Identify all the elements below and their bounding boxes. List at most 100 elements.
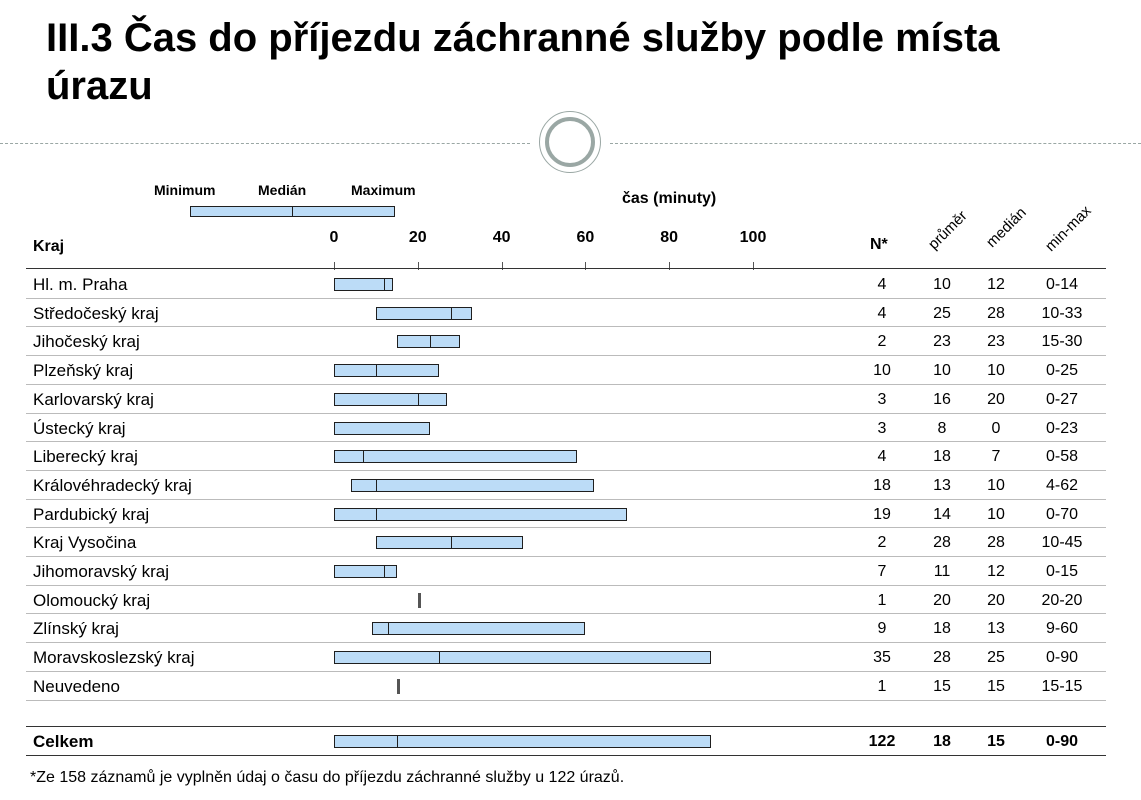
cell-n: 4 [877, 448, 887, 466]
cell-mean: 13 [933, 476, 951, 494]
row-divider [26, 355, 1106, 357]
cell-median: 20 [987, 390, 1005, 408]
row-label: Liberecký kraj [33, 447, 138, 467]
column-header-range: min-max [1041, 202, 1095, 255]
row-divider [26, 699, 1106, 701]
cell-n: 4 [877, 276, 887, 293]
cell-median: 10 [987, 476, 1005, 494]
column-header-n: N* [870, 236, 888, 253]
range-bar [375, 536, 523, 550]
row-label: Neuvedeno [33, 676, 120, 696]
range-bar [334, 507, 628, 521]
median-mark [430, 335, 432, 349]
cell-n: 35 [873, 649, 891, 667]
range-bar [396, 678, 400, 694]
cell-median: 12 [987, 563, 1005, 580]
range-bar [334, 392, 448, 406]
cell-range: 0-15 [1045, 563, 1079, 580]
footnote: *Ze 158 záznamů je vyplněn údaj o času d… [30, 769, 625, 786]
x-tick-label: 100 [739, 229, 767, 246]
cell-mean: 10 [933, 362, 951, 380]
divider-left [0, 143, 530, 144]
range-bar [334, 565, 397, 578]
cell-mean: 20 [933, 591, 951, 609]
cell-median: 25 [987, 649, 1005, 667]
cell-mean: 14 [933, 505, 951, 523]
row-divider [26, 556, 1106, 557]
row-divider [26, 754, 1106, 756]
median-mark [396, 735, 398, 749]
row-label: Středočeský kraj [33, 303, 159, 323]
range-bar [375, 306, 473, 320]
row-label: Jihočeský kraj [33, 332, 140, 352]
cell-n: 122 [868, 733, 896, 751]
divider-right [610, 143, 1141, 144]
cell-mean: 16 [933, 390, 951, 408]
cell-median: 28 [987, 534, 1005, 552]
cell-mean: 15 [933, 677, 951, 695]
row-divider [26, 613, 1106, 615]
median-mark [334, 421, 335, 435]
total-separator [26, 726, 1106, 728]
column-header-kraj: Kraj [33, 238, 65, 255]
legend-median-label: Medián [258, 182, 307, 198]
total-row-label: Celkem [33, 732, 94, 752]
row-divider [26, 297, 1106, 299]
row-divider [26, 441, 1106, 443]
row-label: Jihomoravský kraj [33, 562, 170, 581]
cell-mean: 28 [933, 649, 951, 667]
cell-n: 2 [877, 333, 887, 351]
cell-n: 1 [877, 677, 887, 695]
row-label: Hl. m. Praha [33, 275, 128, 294]
cell-n: 19 [873, 505, 891, 523]
row-label: Karlovarský kraj [33, 389, 154, 409]
x-tick-label: 60 [576, 229, 595, 246]
cell-median: 0 [991, 419, 1001, 437]
column-header-mean: průměr [924, 207, 971, 253]
cell-n: 1 [877, 591, 887, 609]
cell-n: 3 [877, 390, 887, 408]
range-bar [334, 278, 393, 291]
row-label: Pardubický kraj [33, 504, 150, 524]
row-label: Kraj Vysočina [33, 533, 137, 553]
x-tick-mark [669, 262, 671, 270]
range-bar [334, 421, 431, 435]
cell-mean: 11 [933, 563, 951, 580]
cell-range: 9-60 [1045, 620, 1079, 638]
column-header-median: medián [982, 204, 1030, 251]
cell-mean: 8 [937, 419, 947, 437]
row-divider [26, 383, 1106, 385]
cell-median: 10 [987, 505, 1005, 523]
median-mark [451, 306, 453, 320]
cell-n: 18 [873, 476, 891, 494]
x-tick-label: 20 [408, 229, 427, 246]
row-label: Ústecký kraj [33, 418, 126, 438]
median-mark [384, 278, 386, 291]
x-tick-label: 80 [660, 229, 679, 246]
cell-n: 9 [877, 620, 887, 638]
row-divider [26, 527, 1106, 529]
row-divider [26, 326, 1106, 328]
cell-median: 10 [987, 362, 1005, 380]
cell-mean: 28 [933, 534, 951, 552]
median-mark [375, 364, 377, 378]
total-range-bar [334, 735, 712, 749]
cell-mean: 18 [933, 620, 951, 638]
cell-mean: 18 [933, 733, 951, 751]
range-bar [334, 364, 439, 378]
range-bar [334, 651, 712, 665]
cell-n: 10 [873, 362, 891, 380]
median-mark [438, 651, 440, 665]
row-label: Královéhradecký kraj [33, 475, 192, 495]
x-tick-mark [501, 262, 503, 270]
row-divider [26, 469, 1106, 471]
median-mark [375, 507, 377, 521]
cell-range: 0-23 [1045, 419, 1079, 437]
cell-mean: 18 [933, 448, 951, 466]
cell-mean: 23 [933, 333, 951, 351]
x-tick-mark [585, 262, 587, 270]
range-bar [417, 592, 421, 608]
row-label: Plzeňský kraj [33, 361, 134, 381]
cell-range: 0-14 [1045, 276, 1079, 293]
cell-median: 20 [987, 591, 1005, 609]
